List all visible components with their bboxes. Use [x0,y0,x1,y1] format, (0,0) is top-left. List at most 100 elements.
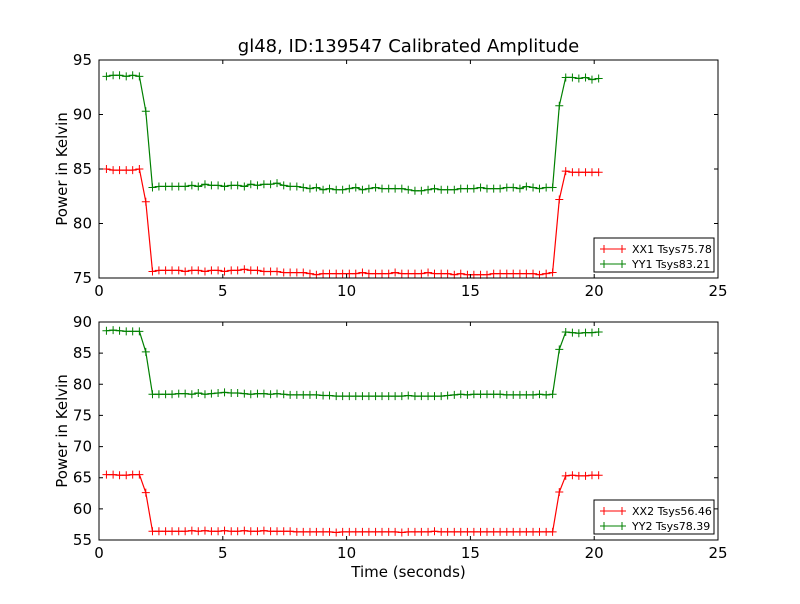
data-point-marker [404,391,413,400]
legend-box [593,237,715,273]
data-point-marker [535,184,544,193]
data-point-marker [273,389,282,398]
data-point-marker [450,390,459,399]
data-point-marker [397,392,406,401]
data-point-marker [115,166,124,175]
x-tick-label: 0 [94,544,104,562]
legend-label: YY1 Tsys83.21 [631,258,710,271]
data-point-marker [312,527,321,536]
data-point-marker [548,527,557,536]
data-point-marker [378,527,387,536]
data-point-marker [332,528,341,537]
data-point-marker [555,101,564,110]
data-point-marker [509,527,518,536]
data-point-marker [115,326,124,335]
data-point-marker [509,183,518,192]
data-point-marker [450,185,459,194]
data-point-marker [522,269,531,278]
data-point-marker [456,269,465,278]
data-point-marker [430,392,439,401]
data-point-marker [187,526,196,535]
data-point-marker [450,270,459,279]
data-point-marker [404,527,413,536]
data-point-marker [325,391,334,400]
y-tick-label: 90 [73,106,92,124]
data-point-marker [404,185,413,194]
data-point-marker [364,269,373,278]
data-point-marker [135,327,144,336]
data-point-marker [482,270,491,279]
data-point-marker [187,390,196,399]
x-tick-label: 15 [461,544,480,562]
x-axis-label: Time (seconds) [350,563,466,581]
data-point-marker [154,390,163,399]
data-point-marker [141,107,150,116]
data-point-marker [391,392,400,401]
data-point-marker [496,184,505,193]
data-point-marker [259,389,268,398]
x-tick-label: 20 [585,544,604,562]
data-point-marker [378,269,387,278]
data-point-marker [305,184,314,193]
data-point-marker [187,181,196,190]
data-point-marker [548,390,557,399]
data-point-marker [529,390,538,399]
data-point-marker [574,74,583,83]
legend: XX2 Tsys56.46 YY2 Tsys78.39 [593,499,715,535]
data-point-marker [325,527,334,536]
data-point-marker [364,527,373,536]
y-tick-label: 65 [73,469,92,487]
data-point-marker [351,392,360,401]
data-point-marker [200,390,209,399]
data-point-marker [305,269,314,278]
data-point-marker [417,392,426,401]
data-point-marker [181,389,190,398]
data-point-marker [122,72,131,81]
x-tick-label: 25 [708,544,727,562]
legend: XX1 Tsys75.78 YY1 Tsys83.21 [593,237,715,273]
data-point-marker [568,471,577,480]
data-point-marker [220,267,229,276]
data-point-marker [240,389,249,398]
data-point-marker [371,183,380,192]
data-point-marker [358,185,367,194]
data-point-marker [259,180,268,189]
data-point-marker [443,185,452,194]
data-point-marker [469,184,478,193]
data-point-marker [168,527,177,536]
data-point-marker [233,181,242,190]
data-point-marker [299,390,308,399]
data-point-marker [128,327,137,336]
data-point-marker [207,389,216,398]
data-point-marker [240,265,249,274]
data-point-marker [325,184,334,193]
data-point-marker [358,268,367,277]
data-point-marker [469,270,478,279]
data-point-marker [253,527,262,536]
data-point-marker [594,74,603,83]
data-point-marker [509,269,518,278]
data-point-marker [587,471,596,480]
data-point-marker [279,390,288,399]
data-point-marker [259,267,268,276]
data-point-marker [587,328,596,337]
data-point-marker [200,180,209,189]
data-point-marker [443,391,452,400]
y-tick-label: 80 [73,375,92,393]
data-point-marker [299,183,308,192]
data-point-marker [240,182,249,191]
data-point-marker [286,390,295,399]
data-point-marker [246,527,255,536]
data-point-marker [469,527,478,536]
data-point-marker [542,269,551,278]
data-point-marker [220,388,229,397]
data-point-marker [246,180,255,189]
x-tick-label: 15 [461,282,480,300]
data-point-marker [214,181,223,190]
data-point-marker [568,328,577,337]
chart-title: gl48, ID:139547 Calibrated Amplitude [238,36,579,57]
data-point-marker [522,182,531,191]
data-point-marker [109,470,118,479]
